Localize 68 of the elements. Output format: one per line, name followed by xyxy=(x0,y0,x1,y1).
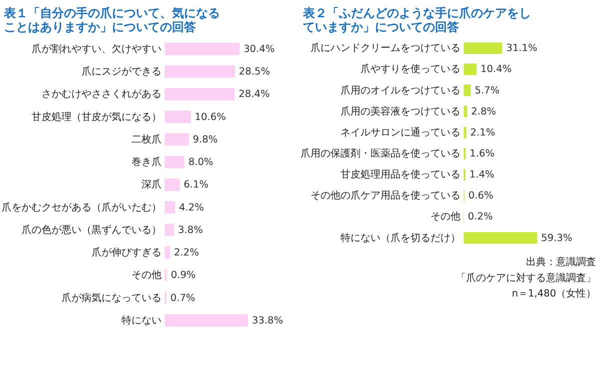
data-label: 6.1% xyxy=(184,180,209,191)
data-label: 33.8% xyxy=(252,315,284,326)
y-tick-label: 甘皮処理用品を使っている xyxy=(340,168,460,181)
bar xyxy=(464,42,502,54)
bar xyxy=(464,106,468,118)
data-label: 5.7% xyxy=(474,85,500,96)
bar xyxy=(164,156,184,168)
bar xyxy=(164,314,248,327)
y-tick-label: 爪にスジができる xyxy=(81,66,162,78)
data-label: 28.5% xyxy=(238,66,270,78)
data-label: 1.4% xyxy=(469,170,494,181)
text: n＝1,480（女性） xyxy=(512,287,596,300)
chart-title: 表２「ふだんどのような手に爪のケアをしていますか」についての回答 xyxy=(302,6,531,34)
y-tick-label: 爪の色が悪い（黒ずんでいる） xyxy=(21,224,162,236)
data-label: 31.1% xyxy=(506,43,538,54)
data-label: 10.6% xyxy=(194,112,226,123)
y-tick-label: さかむけやささくれがある xyxy=(41,89,162,100)
bar xyxy=(164,246,170,259)
y-tick-label: 爪用の美容液をつけている xyxy=(340,105,460,118)
bar xyxy=(464,126,466,138)
source-note: 出典：意識調査 xyxy=(526,256,596,268)
y-tick-label: 爪用の保護剤・医薬品を使っている xyxy=(300,148,460,160)
data-label: 4.2% xyxy=(178,202,204,214)
y-tick-label: 爪が割れやすい、欠けやすい xyxy=(31,42,162,55)
y-tick-label: 爪にハンドクリームをつけている xyxy=(310,42,460,54)
data-label: 30.4% xyxy=(244,44,275,55)
data-label: 9.8% xyxy=(192,134,218,146)
data-label: 2.2% xyxy=(174,248,199,259)
data-label: 8.0% xyxy=(188,157,214,168)
y-tick-label: 甘皮処理（甘皮が気になる） xyxy=(31,110,162,123)
data-label: 2.8% xyxy=(471,106,496,118)
y-tick-label: その他 xyxy=(131,269,162,282)
y-tick-label: その他 xyxy=(430,210,460,223)
bar xyxy=(164,178,180,191)
text: 「爪のケアに対する意識調査」 xyxy=(456,272,596,284)
bar xyxy=(164,65,235,78)
bar xyxy=(164,201,176,214)
bar xyxy=(164,133,189,146)
y-tick-label: 特にない（爪を切るだけ） xyxy=(340,232,460,244)
y-tick-label: 爪をかむクセがある（爪がいたむ） xyxy=(1,201,162,214)
bar xyxy=(164,42,240,56)
data-label: 0.7% xyxy=(170,292,196,304)
chart-title: 表１「自分の手の爪について、気になることはありますか」についての回答 xyxy=(2,6,220,34)
bar xyxy=(164,110,191,124)
data-label: 28.4% xyxy=(238,89,270,100)
data-label: 0.2% xyxy=(468,212,493,223)
bar xyxy=(464,232,538,244)
data-label: 59.3% xyxy=(541,232,572,244)
bar xyxy=(464,84,471,96)
data-label: 1.6% xyxy=(470,148,495,160)
y-tick-label: 特にない xyxy=(121,314,162,326)
y-tick-label: 巻き爪 xyxy=(131,156,162,168)
bar xyxy=(464,63,477,76)
bar xyxy=(164,88,235,100)
data-label: 2.1% xyxy=(470,127,496,138)
y-tick-label: ネイルサロンに通っている xyxy=(340,126,460,138)
y-tick-label: 爪やすりを使っている xyxy=(360,63,460,76)
y-tick-label: 爪が伸びすぎる xyxy=(91,246,162,259)
data-label: 10.4% xyxy=(480,64,512,76)
y-tick-label: 二枚爪 xyxy=(131,133,162,146)
y-tick-label: 爪用のオイルをつけている xyxy=(340,84,460,96)
data-label: 3.8% xyxy=(178,224,203,236)
y-tick-label: 深爪 xyxy=(141,178,162,191)
y-tick-label: 爪が病気になっている xyxy=(61,292,162,304)
bar xyxy=(164,224,174,236)
data-label: 0.6% xyxy=(468,190,494,202)
data-label: 0.9% xyxy=(170,270,196,282)
y-tick-label: その他の爪ケア用品を使っている xyxy=(310,190,460,202)
